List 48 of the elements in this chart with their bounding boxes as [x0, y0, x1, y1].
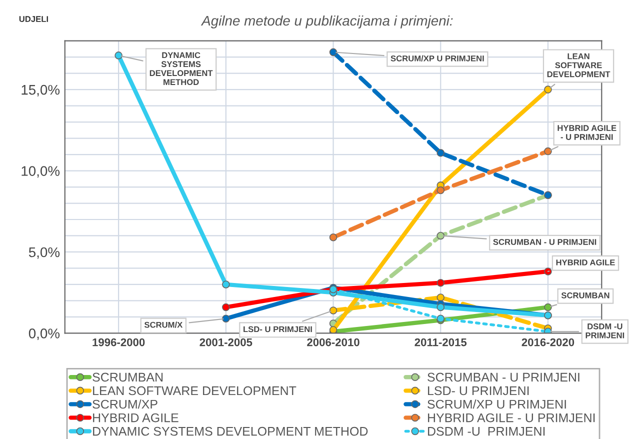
x-tick-label: 2011-2015	[414, 338, 467, 346]
point	[544, 303, 552, 312]
point	[329, 233, 338, 242]
legend-label: SCRUM/XP	[92, 399, 158, 409]
annotation: HYBRID AGILE	[556, 259, 615, 266]
point	[329, 48, 338, 56]
point	[222, 280, 230, 288]
annotation: DYNAMIC SYSTEMS DEVELOPMENT METHOD	[150, 52, 213, 86]
annotation: SCRUMBAN - U PRIMJENI	[493, 239, 596, 245]
x-tick-label: 2016-2020	[522, 338, 574, 346]
point	[544, 268, 552, 276]
legend-label: DSDM -U PRIMJENI	[428, 426, 545, 436]
point	[222, 303, 230, 312]
point	[329, 306, 338, 314]
y-tick-label: 15,0%	[22, 84, 60, 96]
point	[436, 278, 445, 287]
legend-label: SCRUM/XP U PRIMJENI	[428, 399, 566, 409]
x-tick-label: 2001-2005	[200, 338, 252, 346]
point	[436, 232, 445, 240]
point	[436, 186, 445, 194]
x-tick-label: 1996-2000	[92, 338, 145, 346]
point	[544, 86, 552, 94]
annotation: DSDM -U PRIMJENI	[586, 323, 624, 338]
legend-label: HYBRID AGILE - U PRIMJENI	[428, 413, 595, 422]
y-tick-label: 10,0%	[22, 166, 60, 178]
y-tick-label: 5,0%	[28, 247, 60, 259]
annotation: SCRUM/XP U PRIMJENI	[390, 55, 484, 62]
annotation: LSD- U PRIMJENI	[244, 326, 312, 332]
point	[222, 314, 230, 322]
annotation: HYBRID AGILE - U PRIMJENI	[558, 125, 616, 140]
annotation: SCRUMBAN	[561, 292, 610, 298]
point	[436, 294, 445, 302]
x-tick-label: 2006-2010	[307, 338, 360, 346]
legend-label: SCRUMBAN - U PRIMJENI	[428, 372, 580, 382]
y-axis-title: UDJELI	[19, 16, 48, 22]
point	[114, 52, 122, 60]
point	[544, 147, 552, 156]
annotation: LEAN SOFTWARE DEVELOPMENT	[547, 53, 610, 78]
legend-label: HYBRID AGILE	[93, 413, 178, 422]
legend-label: LEAN SOFTWARE DEVELOPMENT	[93, 386, 296, 396]
legend-label: LSD- U PRIMJENI	[428, 386, 529, 396]
legend-label: SCRUMBAN	[92, 372, 163, 382]
legend-label: DYNAMIC SYSTEMS DEVELOPMENT METHOD	[93, 426, 368, 436]
y-tick-label: 0,0%	[28, 328, 60, 340]
chart-title: Agilne metode u publikacijama i primjeni:	[200, 15, 453, 28]
point	[436, 149, 445, 157]
annotation: SCRUM/X	[144, 322, 183, 328]
point	[436, 303, 445, 312]
